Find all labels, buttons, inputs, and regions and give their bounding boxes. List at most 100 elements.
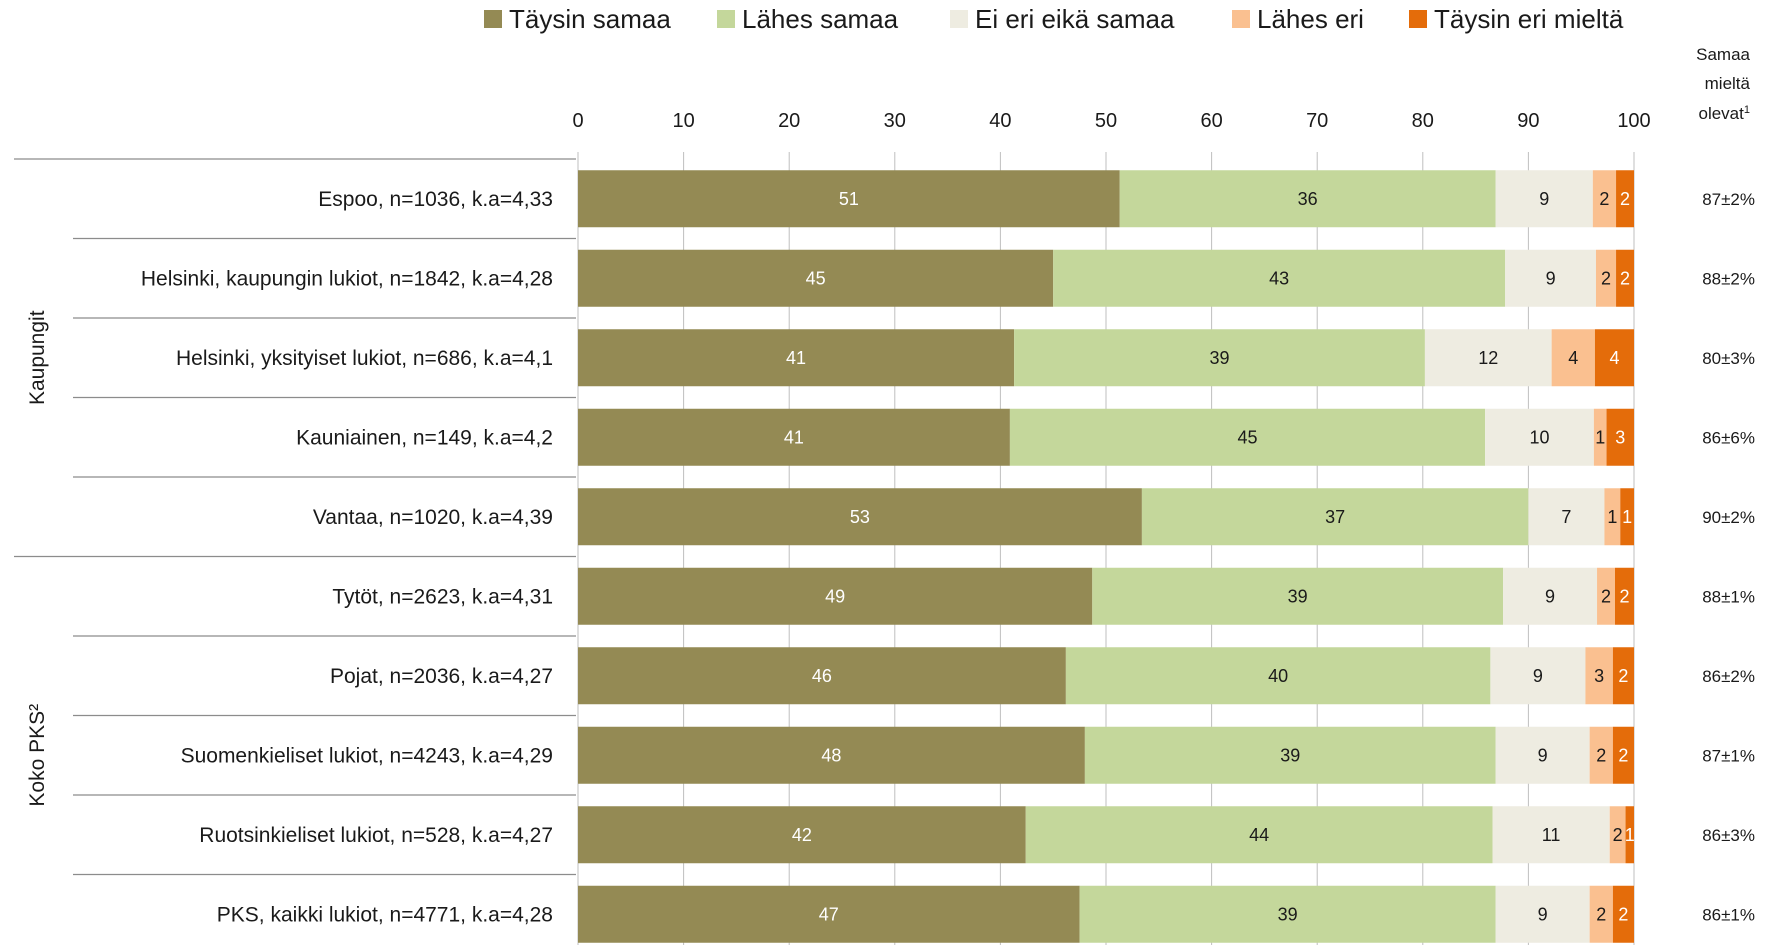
category-label-6: Pojat, n=2036, k.a=4,27 xyxy=(330,665,553,688)
x-tick-label-10: 10 xyxy=(672,110,694,132)
bar-segment-r4-s2 xyxy=(1528,488,1605,546)
bar-segment-r2-s1 xyxy=(1014,329,1425,387)
bar-label-r8-s3: 2 xyxy=(1613,825,1623,845)
bar-segment-r5-s1 xyxy=(1092,567,1504,625)
bar-segment-r1-s0 xyxy=(578,249,1054,307)
bar-segment-r0-s3 xyxy=(1592,170,1617,228)
bar-segment-r4-s0 xyxy=(578,488,1142,546)
bar-label-r0-s0: 51 xyxy=(839,189,859,209)
right-value-7: 87±1% xyxy=(1702,746,1755,765)
right-header-line-2: olevat1 xyxy=(1699,104,1751,123)
bar-label-r7-s4: 2 xyxy=(1618,745,1628,765)
bar-label-r6-s1: 40 xyxy=(1268,666,1288,686)
bar-segment-r7-s0 xyxy=(578,726,1085,784)
right-column-values: 87±2% 88±2% 80±3% 86±6% 90±2% 88±1% 86±2% 87±1%… xyxy=(1702,190,1755,925)
bar-segment-r9-s3 xyxy=(1589,885,1613,943)
legend-label-3: Lähes eri xyxy=(1257,4,1364,34)
bar-segment-r7-s3 xyxy=(1589,726,1613,784)
right-header-superscript: 1 xyxy=(1744,104,1750,116)
bar-segment-r3-s0 xyxy=(578,408,1010,466)
bar-segment-r3-s3 xyxy=(1593,408,1607,466)
bar-segment-r8-s3 xyxy=(1609,806,1626,864)
legend: Täysin samaa Lähes samaa Ei eri eikä samaa… xyxy=(484,4,1624,34)
bar-label-r3-s0: 41 xyxy=(784,427,804,447)
category-label-2: Helsinki, yksityiset lukiot, n=686, k.a=… xyxy=(176,347,553,370)
bar-segment-r8-s1 xyxy=(1025,806,1493,864)
group-labels: Kaupungit Koko PKS² xyxy=(26,310,49,806)
right-value-0: 87±2% xyxy=(1702,190,1755,209)
bar-segment-r6-s1 xyxy=(1065,647,1491,705)
bar-segment-r5-s2 xyxy=(1503,567,1598,625)
x-tick-label-50: 50 xyxy=(1095,110,1117,132)
bar-label-r4-s4: 1 xyxy=(1622,507,1632,527)
right-header-line-1: mieltä xyxy=(1705,74,1751,93)
bar-label-r2-s2: 12 xyxy=(1478,348,1498,368)
group-label-1: Koko PKS² xyxy=(26,704,49,807)
right-value-2: 80±3% xyxy=(1702,349,1755,368)
right-value-1: 88±2% xyxy=(1702,269,1755,288)
bar-label-r9-s0: 47 xyxy=(819,904,839,924)
category-label-9: PKS, kaikki lukiot, n=4771, k.a=4,28 xyxy=(217,903,553,926)
right-value-4: 90±2% xyxy=(1702,508,1755,527)
bar-label-r6-s0: 46 xyxy=(812,666,832,686)
category-label-4: Vantaa, n=1020, k.a=4,39 xyxy=(313,506,553,529)
bar-segment-r8-s4 xyxy=(1625,806,1634,864)
bar-segment-r9-s4 xyxy=(1612,885,1634,943)
bar-label-r0-s1: 36 xyxy=(1298,189,1318,209)
bar-label-r4-s0: 53 xyxy=(850,507,870,527)
x-axis: 0 10 20 30 40 50 60 70 80 90 100 xyxy=(572,110,1650,132)
x-tick-label-40: 40 xyxy=(989,110,1011,132)
bar-segment-r0-s4 xyxy=(1616,170,1634,228)
bar-segment-r3-s2 xyxy=(1485,408,1594,466)
x-tick-label-80: 80 xyxy=(1412,110,1434,132)
bar-segment-r2-s0 xyxy=(578,329,1015,387)
bar-label-r0-s4: 2 xyxy=(1620,189,1630,209)
bar-label-r1-s3: 2 xyxy=(1601,268,1611,288)
legend-swatch-1 xyxy=(717,10,735,28)
right-value-6: 86±2% xyxy=(1702,667,1755,686)
bar-label-r9-s2: 9 xyxy=(1538,904,1548,924)
bar-segment-r2-s2 xyxy=(1424,329,1552,387)
x-tick-label-20: 20 xyxy=(778,110,800,132)
bar-label-r7-s0: 48 xyxy=(821,745,841,765)
bar-label-r3-s4: 3 xyxy=(1615,427,1625,447)
bar-segment-r1-s1 xyxy=(1053,249,1506,307)
bar-segment-r4-s1 xyxy=(1141,488,1529,546)
bar-label-r3-s1: 45 xyxy=(1237,427,1257,447)
bar-label-r3-s2: 10 xyxy=(1529,427,1549,447)
bar-label-r6-s3: 3 xyxy=(1594,666,1604,686)
bar-label-r1-s4: 2 xyxy=(1620,268,1630,288)
bar-label-r2-s1: 39 xyxy=(1210,348,1230,368)
bar-label-r5-s4: 2 xyxy=(1619,586,1629,606)
bar-segment-r0-s1 xyxy=(1119,170,1496,228)
bar-label-r5-s0: 49 xyxy=(825,586,845,606)
bar-segment-r6-s0 xyxy=(578,647,1066,705)
bar-label-r1-s0: 45 xyxy=(806,268,826,288)
bar-label-r2-s0: 41 xyxy=(786,348,806,368)
bar-label-r5-s2: 9 xyxy=(1545,586,1555,606)
bar-segment-r0-s0 xyxy=(578,170,1120,228)
right-value-5: 88±1% xyxy=(1702,587,1755,606)
bar-segment-r7-s1 xyxy=(1084,726,1496,784)
legend-swatch-2 xyxy=(950,10,968,28)
bar-segment-r3-s4 xyxy=(1606,408,1634,466)
legend-swatch-3 xyxy=(1232,10,1250,28)
bar-label-r4-s1: 37 xyxy=(1325,507,1345,527)
row-separators xyxy=(14,158,576,876)
bar-segment-r0-s2 xyxy=(1495,170,1593,228)
bar-label-r9-s1: 39 xyxy=(1278,904,1298,924)
bar-label-r2-s3: 4 xyxy=(1568,348,1578,368)
bar-segment-r1-s2 xyxy=(1505,249,1596,307)
bar-segment-r2-s3 xyxy=(1551,329,1595,387)
bar-segment-r9-s0 xyxy=(578,885,1080,943)
group-label-0: Kaupungit xyxy=(26,310,49,405)
bar-label-r1-s2: 9 xyxy=(1546,268,1556,288)
bar-label-r8-s1: 44 xyxy=(1249,825,1269,845)
bar-segment-r7-s4 xyxy=(1612,726,1634,784)
x-tick-label-100: 100 xyxy=(1617,110,1650,132)
category-label-1: Helsinki, kaupungin lukiot, n=1842, k.a=… xyxy=(141,267,553,290)
bar-segment-r5-s3 xyxy=(1597,567,1615,625)
bar-label-r8-s2: 11 xyxy=(1542,825,1561,845)
bar-label-r3-s3: 1 xyxy=(1595,427,1605,447)
bar-segment-r5-s4 xyxy=(1614,567,1634,625)
